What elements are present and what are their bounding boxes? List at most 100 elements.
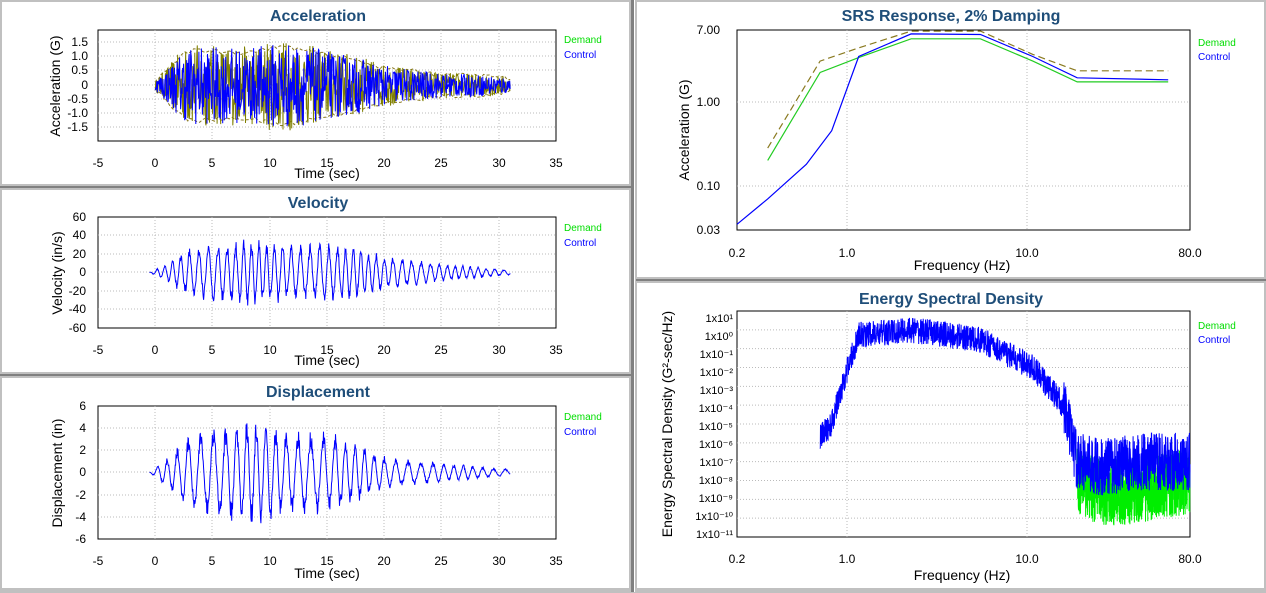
- y-grid: [737, 101, 1190, 187]
- x-tick-label: 0.2: [729, 552, 746, 566]
- esd-panel: Energy Spectral Density 1x10¹ 1x10⁰ 1x10…: [637, 283, 1264, 588]
- chart-title: Energy Spectral Density: [859, 291, 1043, 308]
- x-tick-label: 20: [377, 343, 391, 357]
- control-series-line: [149, 423, 511, 524]
- x-tick-label: 10.0: [1015, 246, 1039, 260]
- x-tick-label: 30: [492, 156, 506, 170]
- y-tick-label: 1x10⁻⁷: [699, 457, 733, 469]
- x-tick-label: 35: [549, 343, 563, 357]
- x-tick-labels: -5 0 5 10 15 20 25 30 35: [93, 554, 563, 568]
- legend-demand: Demand: [564, 412, 602, 423]
- y-axis-label: Acceleration (G): [676, 79, 692, 180]
- y-tick-label: 1x10¹: [705, 313, 733, 325]
- x-grid: [154, 30, 500, 141]
- y-tick-label: 1x10⁻⁹: [699, 493, 733, 505]
- y-axis-label: Acceleration (G): [47, 35, 63, 136]
- x-axis-label: Frequency (Hz): [914, 567, 1010, 583]
- x-tick-label: 10: [263, 156, 277, 170]
- esd-chart: Energy Spectral Density 1x10¹ 1x10⁰ 1x10…: [659, 291, 1236, 583]
- displacement-panel: Displacement 6 4 2 0 -2 -4 -6 -5 0 5 10 …: [2, 378, 629, 588]
- y-tick-label: 1x10⁰: [705, 331, 734, 343]
- y-axis-label: Velocity (in/s): [49, 231, 65, 314]
- y-tick-label: 1x10⁻⁴: [699, 403, 734, 415]
- y-grid: [737, 329, 1190, 519]
- y-tick-label: -0.5: [67, 92, 88, 106]
- x-tick-label: -5: [93, 156, 104, 170]
- y-tick-label: 60: [73, 210, 87, 224]
- y-tick-label: 2: [79, 443, 86, 457]
- x-tick-label: 20: [377, 554, 391, 568]
- legend-control: Control: [564, 238, 596, 249]
- x-tick-label: 20: [377, 156, 391, 170]
- y-tick-label: 1x10⁻¹¹: [696, 529, 733, 541]
- srs-chart: SRS Response, 2% Damping 7.00 1.00 0.10 …: [676, 8, 1236, 273]
- x-tick-label: 1.0: [839, 246, 856, 260]
- y-tick-label: -4: [75, 510, 86, 524]
- chart-title: SRS Response, 2% Damping: [842, 8, 1061, 25]
- legend-demand: Demand: [564, 35, 602, 46]
- y-tick-label: 6: [79, 399, 86, 413]
- x-tick-label: 0.2: [729, 246, 746, 260]
- x-grid: [846, 30, 1028, 230]
- control-series-line: [154, 45, 511, 127]
- x-tick-label: 80.0: [1178, 246, 1202, 260]
- y-tick-label: -40: [69, 302, 87, 316]
- x-tick-labels: -5 0 5 10 15 20 25 30 35: [93, 343, 563, 357]
- y-tick-label: 40: [73, 228, 87, 242]
- chart-title: Velocity: [288, 195, 349, 212]
- y-tick-labels: 7.00 1.00 0.10 0.03: [697, 23, 721, 237]
- y-tick-labels: 1.5 1.0 0.5 0 -0.5 -1.0 -1.5: [67, 35, 88, 134]
- y-tick-label: 1.00: [697, 95, 721, 109]
- x-tick-label: 30: [492, 554, 506, 568]
- y-axis-label: Displacement (in): [49, 419, 65, 528]
- x-tick-label: 0: [152, 343, 159, 357]
- x-tick-label: 10: [263, 343, 277, 357]
- y-tick-label: 0.03: [697, 223, 721, 237]
- y-tick-label: 1.5: [71, 35, 88, 49]
- srs-panel: SRS Response, 2% Damping 7.00 1.00 0.10 …: [637, 2, 1264, 277]
- y-tick-label: 1x10⁻²: [700, 367, 734, 379]
- y-tick-label: 4: [79, 421, 86, 435]
- control-series-line: [149, 239, 511, 306]
- y-tick-label: -1.0: [67, 106, 88, 120]
- legend-demand: Demand: [1198, 38, 1236, 49]
- x-tick-label: 5: [209, 343, 216, 357]
- y-tick-label: 1x10⁻⁶: [699, 439, 733, 451]
- y-tick-label: 1x10⁻⁸: [699, 475, 733, 487]
- legend-control: Control: [1198, 335, 1230, 346]
- velocity-chart: Velocity 60 40 20 0 -20 -40 -60 -5 0 5 1…: [49, 195, 602, 368]
- horizontal-splitter[interactable]: [636, 279, 1266, 281]
- x-axis-label: Time (sec): [294, 165, 360, 181]
- y-tick-label: -60: [69, 321, 87, 335]
- x-tick-label: 10.0: [1015, 552, 1039, 566]
- x-tick-label: 15: [320, 343, 334, 357]
- y-tick-label: 0.10: [697, 179, 721, 193]
- x-tick-label: 35: [549, 554, 563, 568]
- chart-title: Displacement: [266, 384, 371, 401]
- y-tick-label: -2: [75, 488, 86, 502]
- y-tick-labels: 6 4 2 0 -2 -4 -6: [75, 399, 86, 546]
- y-tick-label: 1x10⁻¹⁰: [695, 511, 733, 523]
- x-axis-label: Frequency (Hz): [914, 257, 1010, 273]
- x-tick-label: 25: [434, 554, 448, 568]
- horizontal-splitter[interactable]: [0, 374, 631, 376]
- x-tick-label: 1.0: [839, 552, 856, 566]
- x-tick-label: 15: [320, 156, 334, 170]
- vertical-splitter[interactable]: [631, 0, 634, 592]
- x-tick-label: 10: [263, 554, 277, 568]
- chart-title: Acceleration: [270, 8, 366, 25]
- y-tick-label: 0: [79, 465, 86, 479]
- y-tick-label: 0.5: [71, 63, 88, 77]
- x-tick-label: -5: [93, 554, 104, 568]
- x-tick-labels: 0.2 1.0 10.0 80.0: [729, 246, 1202, 260]
- legend-demand: Demand: [1198, 321, 1236, 332]
- displacement-chart: Displacement 6 4 2 0 -2 -4 -6 -5 0 5 10 …: [49, 384, 602, 581]
- velocity-panel: Velocity 60 40 20 0 -20 -40 -60 -5 0 5 1…: [2, 190, 629, 372]
- x-tick-label: 0: [152, 554, 159, 568]
- acceleration-panel: Acceleration 1.5 1.0 0.5 0 -0.5 -1.0 -1.…: [2, 2, 629, 184]
- x-tick-label: 0: [152, 156, 159, 170]
- x-tick-label: 5: [209, 554, 216, 568]
- y-tick-label: 1x10⁻³: [700, 385, 734, 397]
- horizontal-splitter[interactable]: [0, 186, 631, 188]
- limit-series-line: [767, 30, 1169, 149]
